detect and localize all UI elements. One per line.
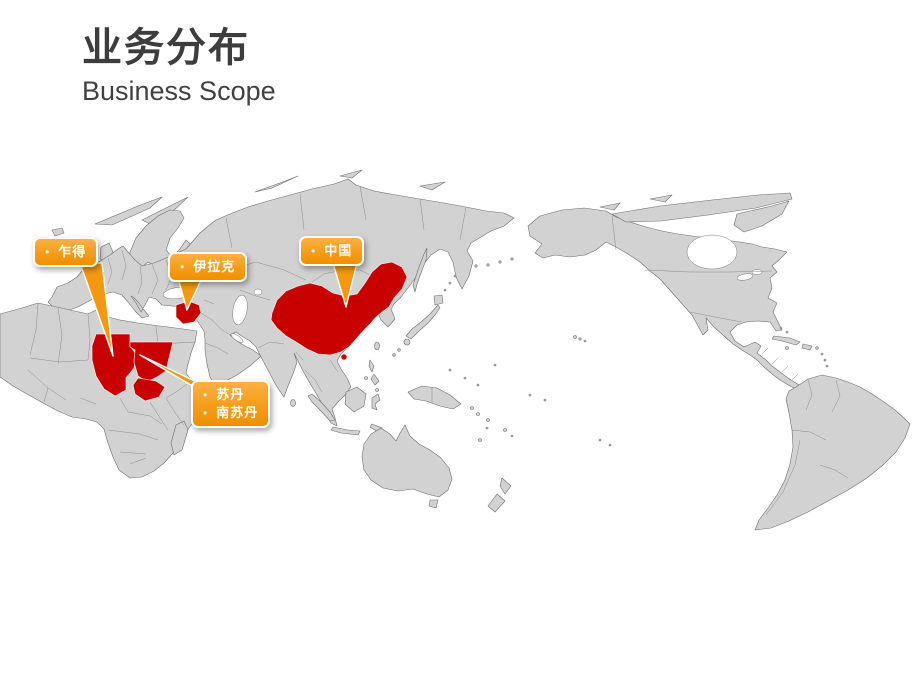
hudson-bay xyxy=(686,234,738,270)
aleutian-islands xyxy=(474,257,514,268)
callout-label-china: 中国 xyxy=(324,243,353,258)
australia xyxy=(361,424,453,498)
callout-row: • 乍得 xyxy=(45,243,86,261)
tasmania xyxy=(428,499,439,509)
philippines xyxy=(364,359,380,392)
callout-china: • 中国 xyxy=(299,236,365,266)
madagascar xyxy=(170,420,189,456)
north-america xyxy=(527,207,805,392)
inland-seas xyxy=(162,234,763,343)
indonesia xyxy=(307,385,490,436)
bullet-icon: • xyxy=(311,244,316,258)
bullet-icon: • xyxy=(45,245,50,259)
bullet-icon: • xyxy=(203,388,208,402)
callout-iraq: • 伊拉克 xyxy=(168,252,248,282)
pacific-islands xyxy=(448,335,612,447)
country-south-sudan-highlight xyxy=(132,377,166,402)
east-asia-islands xyxy=(374,247,457,357)
callout-label-south-sudan: 南苏丹 xyxy=(216,405,259,420)
callout-label-sudan: 苏丹 xyxy=(216,387,245,402)
highlighted-countries xyxy=(91,261,408,402)
sri-lanka xyxy=(290,399,296,407)
hainan-highlight xyxy=(340,353,348,361)
callout-row: • 中国 xyxy=(311,242,352,260)
title-block: 业务分布 Business Scope xyxy=(82,26,276,106)
callout-chad: • 乍得 xyxy=(33,237,99,267)
great-lakes-2 xyxy=(751,269,763,275)
arctic-islands-america xyxy=(599,192,793,233)
bullet-icon: • xyxy=(180,260,185,274)
aral-sea xyxy=(253,288,263,296)
caspian-sea xyxy=(232,294,248,326)
arctic-islands-eurasia xyxy=(94,169,446,226)
callout-row: • 南苏丹 xyxy=(203,404,258,422)
page-title: 业务分布 xyxy=(82,26,250,70)
caribbean-islands xyxy=(771,326,829,368)
iceland xyxy=(51,227,65,237)
callout-row: • 苏丹 xyxy=(203,386,258,404)
callout-label-iraq: 伊拉克 xyxy=(193,259,236,274)
new-zealand xyxy=(487,477,512,513)
persian-gulf xyxy=(230,333,244,343)
country-china-highlight xyxy=(270,261,408,356)
callout-row: • 伊拉克 xyxy=(180,258,235,276)
callout-label-chad: 乍得 xyxy=(58,244,87,259)
page-subtitle: Business Scope xyxy=(82,76,276,106)
bullet-icon: • xyxy=(203,406,208,420)
great-lakes xyxy=(736,273,754,281)
south-america xyxy=(754,374,911,531)
callout-sudan-south-sudan: • 苏丹 • 南苏丹 xyxy=(191,380,271,428)
